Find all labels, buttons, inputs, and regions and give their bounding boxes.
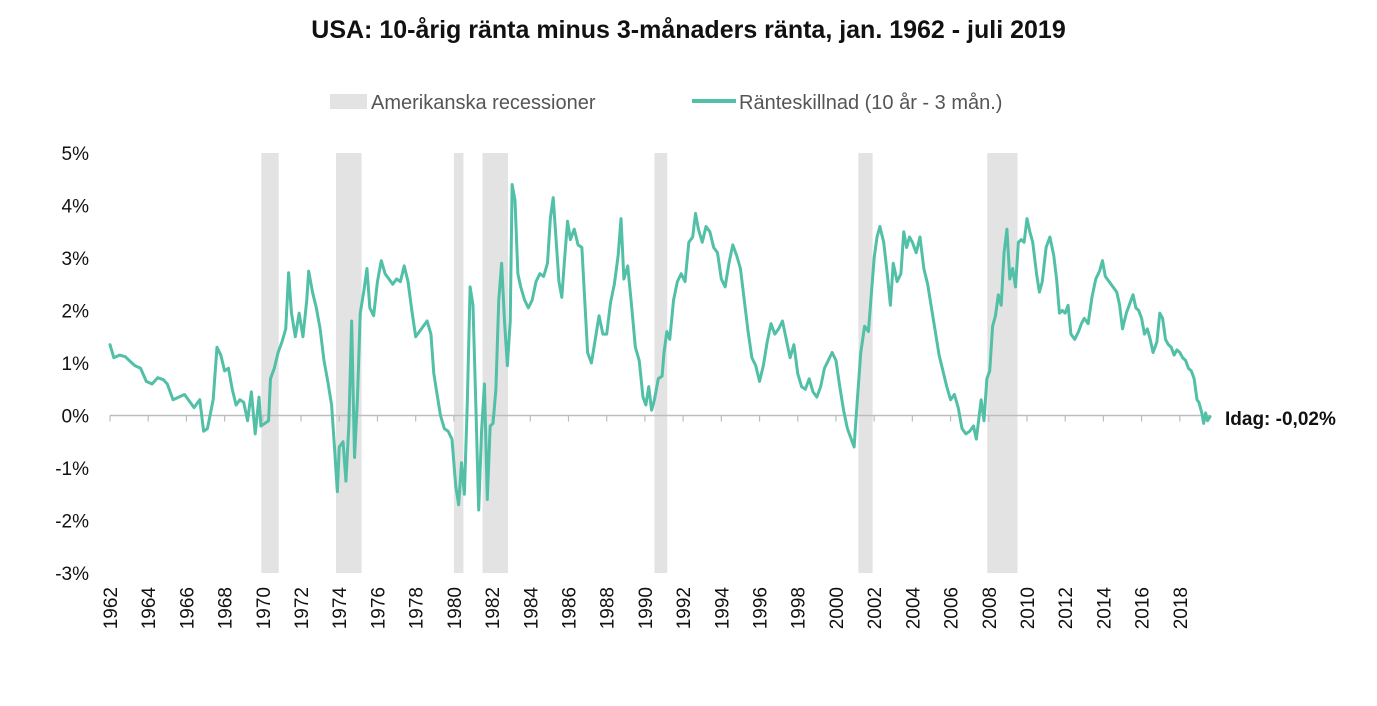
x-tick-label: 2014: [1094, 587, 1115, 630]
x-tick-label: 1980: [445, 587, 466, 629]
x-tick-label: 2002: [865, 587, 886, 629]
x-tick-label: 1974: [330, 587, 351, 630]
y-tick-label: 3%: [62, 249, 90, 270]
y-tick-label: 5%: [62, 144, 90, 165]
x-tick-label: 1966: [177, 587, 198, 629]
y-tick-label: -1%: [55, 459, 89, 480]
recession-band: [261, 153, 279, 573]
recession-band: [987, 153, 1018, 573]
series-layer: [108, 183, 1212, 512]
x-tick-label: 1978: [407, 587, 428, 629]
recession-band: [482, 153, 508, 573]
recession-bands: [261, 153, 1018, 573]
x-tick-label: 1986: [559, 587, 580, 629]
x-tick-label: 2010: [1018, 587, 1039, 629]
x-tick-label: 1972: [292, 587, 313, 629]
y-tick-label: 1%: [62, 354, 90, 375]
legend-recession-label: Amerikanska recessioner: [371, 92, 596, 114]
chart-title: USA: 10-årig ränta minus 3-månaders ränt…: [311, 16, 1066, 44]
x-tick-label: 2012: [1056, 587, 1077, 629]
legend-series-label: Ränteskillnad (10 år - 3 mån.): [739, 92, 1002, 114]
x-tick-label: 1982: [483, 587, 504, 629]
axes: 1962 1964 1966 1968 1970 1972 1974 1976 1978 1980…: [55, 144, 1210, 629]
x-tick-label: 1964: [139, 587, 160, 630]
y-tick-label: 0%: [62, 407, 90, 428]
x-tick-label: 2018: [1171, 587, 1192, 629]
current-value-callout: Idag: -0,02%: [1225, 409, 1336, 430]
x-tick-label: 2008: [980, 587, 1001, 629]
x-tick-label: 1984: [521, 587, 542, 630]
recession-band: [453, 153, 464, 573]
y-tick-label: -3%: [55, 564, 89, 585]
x-tick-label: 1976: [368, 587, 389, 629]
series-line: [108, 183, 1212, 512]
x-tick-label: 1994: [712, 587, 733, 630]
x-tick-label: 1968: [216, 587, 237, 629]
x-tick-label: 1990: [636, 587, 657, 629]
x-tick-label: 1962: [101, 587, 122, 629]
x-tick-label: 2000: [827, 587, 848, 629]
y-tick-label: -2%: [55, 512, 89, 533]
legend-recession-swatch: [330, 94, 367, 109]
recession-band: [654, 153, 668, 573]
x-tick-label: 1970: [254, 587, 275, 629]
x-tick-label: 2016: [1133, 587, 1154, 629]
x-tick-label: 1996: [751, 587, 772, 629]
legend: Amerikanska recessioner Ränteskillnad (1…: [330, 92, 1002, 114]
y-tick-label: 4%: [62, 197, 90, 218]
x-tick-label: 2004: [903, 587, 924, 630]
x-tick-label: 1988: [598, 587, 619, 629]
x-tick-label: 1998: [789, 587, 810, 629]
y-tick-label: 2%: [62, 302, 90, 323]
x-tick-label: 1992: [674, 587, 695, 629]
recession-band: [858, 153, 873, 573]
x-tick-label: 2006: [942, 587, 963, 629]
